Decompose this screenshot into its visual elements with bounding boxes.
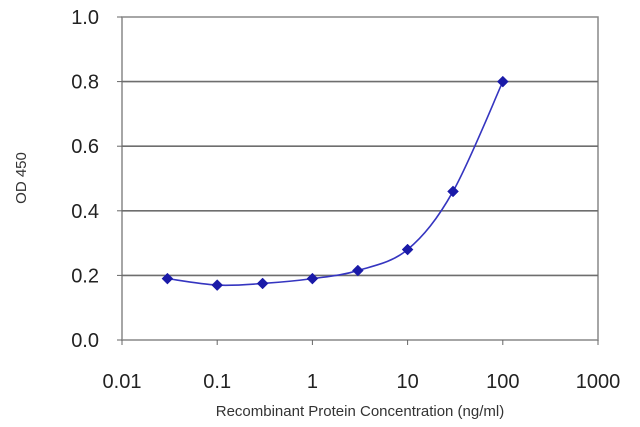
data-point-3 xyxy=(306,272,319,285)
plot-area xyxy=(121,16,599,341)
x-tick-label-5: 1000 xyxy=(576,371,621,393)
x-tick-label-2: 1 xyxy=(307,371,318,393)
data-points xyxy=(161,75,509,291)
y-tick-label-2: 0.4 xyxy=(71,201,99,223)
y-tick-label-0: 0.0 xyxy=(71,330,99,352)
data-point-0 xyxy=(161,272,174,285)
x-axis-ticks: 0.01 0.1 1 10 100 1000 xyxy=(103,340,621,393)
x-tick-label-1: 0.1 xyxy=(203,371,231,393)
x-tick-label-4: 100 xyxy=(486,371,519,393)
data-point-5 xyxy=(401,243,414,256)
y-axis-ticks: 0.0 0.2 0.4 0.6 0.8 1.0 xyxy=(71,7,122,352)
x-tick-label-0: 0.01 xyxy=(103,371,142,393)
data-point-7 xyxy=(496,75,509,88)
y-tick-label-5: 1.0 xyxy=(71,7,99,29)
data-point-6 xyxy=(447,185,459,198)
x-tick-label-3: 10 xyxy=(396,371,418,393)
y-tick-label-4: 0.8 xyxy=(71,72,99,94)
y-tick-label-1: 0.2 xyxy=(71,265,99,287)
grid-lines xyxy=(122,80,598,277)
data-point-1 xyxy=(211,279,224,291)
y-axis-label: OD 450 xyxy=(13,152,30,204)
y-tick-label-3: 0.6 xyxy=(71,136,99,158)
x-axis-label: Recombinant Protein Concentration (ng/ml… xyxy=(216,403,504,420)
data-point-2 xyxy=(256,277,269,290)
data-point-4 xyxy=(351,264,364,277)
